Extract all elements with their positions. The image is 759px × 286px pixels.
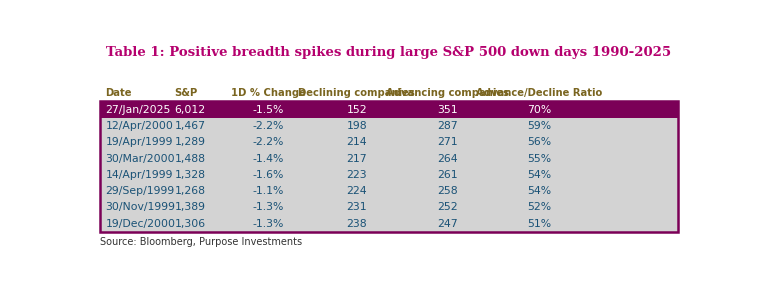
Text: 6,012: 6,012 [175, 105, 206, 115]
Text: -1.3%: -1.3% [253, 202, 284, 212]
Text: 1,488: 1,488 [175, 154, 205, 164]
Text: 1,467: 1,467 [175, 121, 205, 131]
Text: Advancing companies: Advancing companies [386, 88, 509, 98]
Text: -1.3%: -1.3% [253, 219, 284, 229]
Text: 27/Jan/2025: 27/Jan/2025 [106, 105, 171, 115]
Bar [99, 167, 679, 183]
Text: 217: 217 [346, 154, 367, 164]
Text: -1.4%: -1.4% [253, 154, 284, 164]
Text: 1,268: 1,268 [175, 186, 205, 196]
Text: S&P: S&P [175, 88, 197, 98]
Text: 1D % Change: 1D % Change [231, 88, 306, 98]
Text: Source: Bloomberg, Purpose Investments: Source: Bloomberg, Purpose Investments [99, 237, 302, 247]
Text: -2.2%: -2.2% [253, 137, 284, 147]
Text: 54%: 54% [527, 186, 551, 196]
Text: 351: 351 [437, 105, 458, 115]
Text: 19/Dec/2000: 19/Dec/2000 [106, 219, 175, 229]
Text: 152: 152 [346, 105, 367, 115]
Text: 70%: 70% [527, 105, 551, 115]
Bar [99, 102, 679, 118]
Text: -1.6%: -1.6% [253, 170, 284, 180]
Text: 1,328: 1,328 [175, 170, 205, 180]
Text: -2.2%: -2.2% [253, 121, 284, 131]
Text: Advance/Decline Ratio: Advance/Decline Ratio [476, 88, 602, 98]
Text: 238: 238 [346, 219, 367, 229]
Bar [99, 150, 679, 167]
Bar [99, 134, 679, 150]
Text: 198: 198 [346, 121, 367, 131]
Text: -1.5%: -1.5% [253, 105, 284, 115]
Text: 1,306: 1,306 [175, 219, 206, 229]
Text: 12/Apr/2000: 12/Apr/2000 [106, 121, 173, 131]
Text: -1.1%: -1.1% [253, 186, 284, 196]
Text: 51%: 51% [527, 219, 551, 229]
Text: 29/Sep/1999: 29/Sep/1999 [106, 186, 175, 196]
Text: 55%: 55% [527, 154, 551, 164]
Text: 224: 224 [346, 186, 367, 196]
Text: 52%: 52% [527, 202, 551, 212]
Text: 59%: 59% [527, 121, 551, 131]
Text: 271: 271 [437, 137, 458, 147]
Text: 258: 258 [437, 186, 458, 196]
Text: 231: 231 [346, 202, 367, 212]
Text: 56%: 56% [527, 137, 551, 147]
Bar [99, 183, 679, 199]
Text: 264: 264 [437, 154, 458, 164]
Text: 30/Nov/1999: 30/Nov/1999 [106, 202, 175, 212]
Text: 1,389: 1,389 [175, 202, 205, 212]
Text: 261: 261 [437, 170, 458, 180]
Text: Declining companies: Declining companies [298, 88, 415, 98]
Text: 223: 223 [346, 170, 367, 180]
Text: 247: 247 [437, 219, 458, 229]
Bar [99, 199, 679, 216]
Text: 1,289: 1,289 [175, 137, 205, 147]
Text: 214: 214 [346, 137, 367, 147]
Text: 14/Apr/1999: 14/Apr/1999 [106, 170, 173, 180]
Text: 30/Mar/2000: 30/Mar/2000 [106, 154, 175, 164]
Text: 252: 252 [437, 202, 458, 212]
Text: 287: 287 [437, 121, 458, 131]
Text: 19/Apr/1999: 19/Apr/1999 [106, 137, 173, 147]
Bar [99, 102, 679, 232]
Bar [99, 216, 679, 232]
Text: Table 1: Positive breadth spikes during large S&P 500 down days 1990-2025: Table 1: Positive breadth spikes during … [106, 46, 672, 59]
Bar [99, 118, 679, 134]
Text: 54%: 54% [527, 170, 551, 180]
Text: Date: Date [106, 88, 132, 98]
